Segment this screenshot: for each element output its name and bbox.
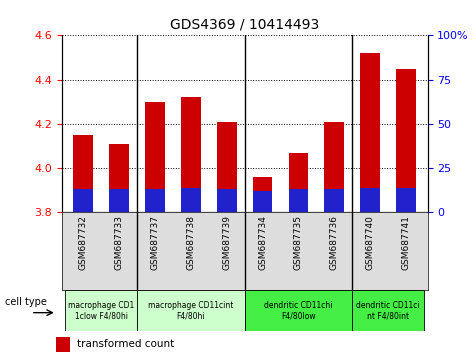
Bar [74, 135, 93, 212]
Bar [396, 69, 416, 212]
Text: GSM687733: GSM687733 [114, 215, 124, 270]
Bar [145, 102, 165, 212]
Bar [66, 290, 137, 331]
Text: GSM687738: GSM687738 [186, 215, 195, 270]
Text: macrophage CD11cint
F4/80hi: macrophage CD11cint F4/80hi [148, 301, 234, 320]
Bar [360, 188, 380, 212]
Bar [181, 188, 201, 212]
Text: dendritic CD11ci
nt F4/80int: dendritic CD11ci nt F4/80int [356, 301, 420, 320]
Bar [217, 122, 237, 212]
Bar [109, 189, 129, 212]
Text: macrophage CD1
1clow F4/80hi: macrophage CD1 1clow F4/80hi [68, 301, 134, 320]
Bar [217, 189, 237, 212]
Bar [74, 189, 93, 212]
Bar [396, 188, 416, 212]
Text: cell type: cell type [5, 297, 47, 307]
Text: dendritic CD11chi
F4/80low: dendritic CD11chi F4/80low [264, 301, 332, 320]
Text: GSM687735: GSM687735 [294, 215, 303, 270]
Bar [288, 153, 308, 212]
Text: transformed count: transformed count [77, 339, 174, 349]
Bar [324, 122, 344, 212]
Bar [109, 144, 129, 212]
Bar [253, 177, 273, 212]
Text: GSM687736: GSM687736 [330, 215, 339, 270]
Text: GSM687740: GSM687740 [366, 215, 375, 270]
Text: GSM687734: GSM687734 [258, 215, 267, 270]
Text: GSM687741: GSM687741 [401, 215, 410, 270]
Text: GSM687739: GSM687739 [222, 215, 231, 270]
Bar [253, 191, 273, 212]
Bar [181, 97, 201, 212]
Bar [56, 337, 69, 352]
Bar [288, 189, 308, 212]
Bar [360, 53, 380, 212]
Text: GSM687737: GSM687737 [151, 215, 160, 270]
Title: GDS4369 / 10414493: GDS4369 / 10414493 [170, 17, 319, 32]
Bar [352, 290, 424, 331]
Bar [145, 189, 165, 212]
Bar [245, 290, 352, 331]
Bar [137, 290, 245, 331]
Bar [324, 189, 344, 212]
Text: GSM687732: GSM687732 [79, 215, 88, 270]
